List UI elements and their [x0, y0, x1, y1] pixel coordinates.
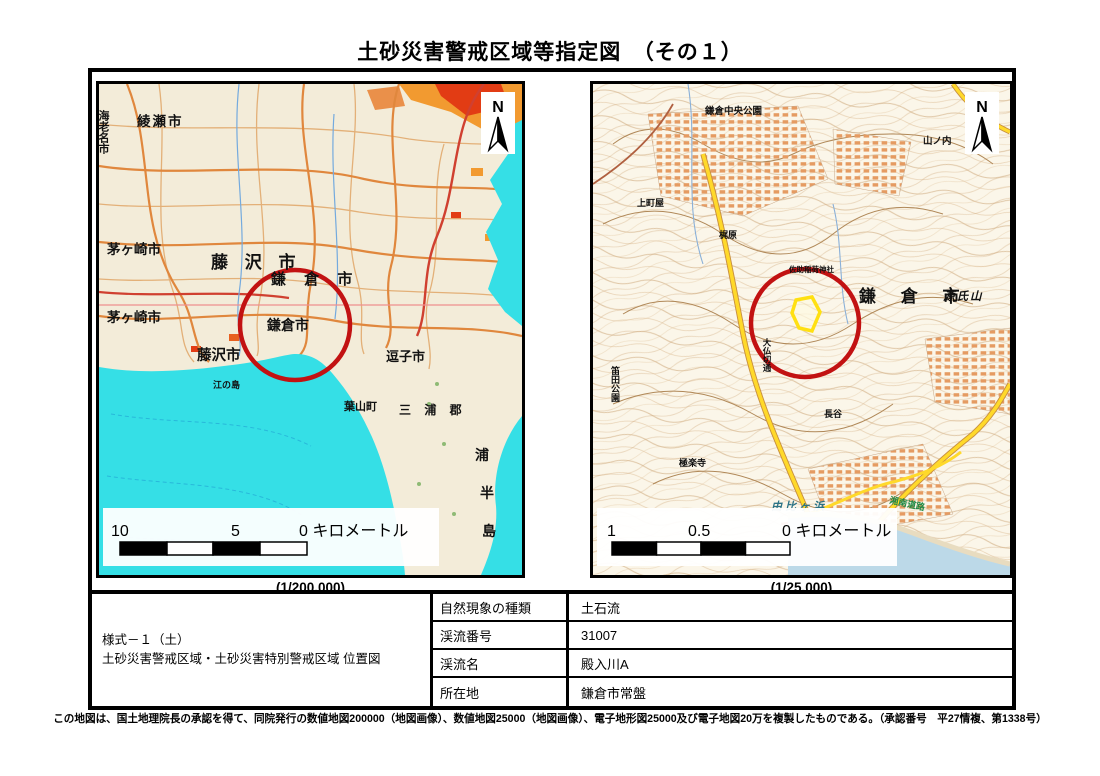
- label-kajiwara: 梶原: [719, 229, 737, 240]
- detail-map-labels: 鎌倉中央公園 山ノ内 梶原 上町屋 笛田公園 佐助稲荷神社 源氏山 鎌 倉 市 …: [610, 105, 984, 513]
- label-miura-gun: 三 浦 郡: [399, 402, 467, 417]
- row-stream-name-value: 殿入川A: [569, 650, 1012, 678]
- label-yamanouchi: 山ノ内: [923, 135, 952, 147]
- form-line2: 土砂災害警戒区域・土砂災害特別警戒区域 位置図: [102, 652, 381, 666]
- overview-map: 海老名市 綾瀬市 茅ヶ崎市 茅ヶ崎市 藤 沢 市 藤沢市 鎌 倉 市 鎌倉市 逗…: [99, 84, 522, 575]
- north-letter: N: [976, 99, 988, 116]
- scale-label-5: 5: [231, 523, 240, 540]
- designated-area-polygon: [790, 295, 822, 334]
- label-daibutsu-kiridoshi: 大仏切通: [762, 337, 772, 373]
- north-letter: N: [492, 99, 504, 116]
- label-miura-3: 島: [482, 523, 496, 539]
- label-fujisawa-s: 藤沢市: [197, 346, 241, 364]
- label-kamachiya: 上町屋: [637, 197, 664, 208]
- north-arrow: N: [965, 92, 999, 154]
- label-chigasaki-n: 茅ヶ崎市: [107, 241, 161, 257]
- row-stream-number-label: 渓流番号: [433, 622, 569, 650]
- info-table: 様式－１（土） 土砂災害警戒区域・土砂災害特別警戒区域 位置図 自然現象の種類 …: [92, 590, 1012, 706]
- label-fujisawa-n: 藤 沢 市: [211, 252, 301, 272]
- label-chuo-park: 鎌倉中央公園: [704, 105, 762, 117]
- map-sheet-frame: 海老名市 綾瀬市 茅ヶ崎市 茅ヶ崎市 藤 沢 市 藤沢市 鎌 倉 市 鎌倉市 逗…: [88, 68, 1016, 710]
- label-gokurakuji: 極楽寺: [678, 457, 706, 468]
- scale-label-10: 10: [111, 523, 129, 540]
- detail-map-panel: 鎌倉中央公園 山ノ内 梶原 上町屋 笛田公園 佐助稲荷神社 源氏山 鎌 倉 市 …: [590, 81, 1013, 578]
- sea-tokyo-bay: [486, 120, 522, 326]
- label-kamakura-circle: 鎌倉市: [266, 317, 309, 333]
- label-hase: 長谷: [824, 408, 843, 419]
- label-ebina: 海老名市: [99, 109, 111, 155]
- detail-map: 鎌倉中央公園 山ノ内 梶原 上町屋 笛田公園 佐助稲荷神社 源氏山 鎌 倉 市 …: [593, 84, 1010, 575]
- north-arrow: N: [481, 92, 515, 154]
- source-attribution: この地図は、国土地理院長の承認を得て、同院発行の数値地図200000（地図画像）…: [53, 713, 1047, 725]
- scale-label-05: 0.5: [688, 523, 710, 540]
- forest-dots: [417, 382, 456, 516]
- form-title-cell: 様式－１（土） 土砂災害警戒区域・土砂災害特別警戒区域 位置図: [92, 594, 433, 706]
- scale-label-0: 0 キロメートル: [299, 523, 408, 540]
- label-sasuke-shrine: 佐助稲荷神社: [788, 264, 834, 274]
- label-chigasaki-s: 茅ヶ崎市: [107, 309, 161, 325]
- label-miura-2: 半: [480, 485, 494, 501]
- label-kamakura-city: 鎌 倉 市: [858, 286, 969, 306]
- row-stream-number-value: 31007: [569, 622, 1012, 650]
- row-location-label: 所在地: [433, 678, 569, 706]
- scale-bar: 10 5 0 キロメートル: [103, 508, 439, 566]
- scale-bar: 1 0.5 0 キロメートル: [597, 508, 897, 566]
- overview-map-labels: 海老名市 綾瀬市 茅ヶ崎市 茅ヶ崎市 藤 沢 市 藤沢市 鎌 倉 市 鎌倉市 逗…: [99, 109, 496, 539]
- location-warning-circle: [237, 267, 353, 383]
- row-location-value: 鎌倉市常盤: [581, 685, 647, 701]
- label-fueda-park: 笛田公園: [610, 365, 621, 403]
- row-stream-name-label: 渓流名: [433, 650, 569, 678]
- label-miura-1: 浦: [475, 447, 489, 463]
- label-enoshima: 江の島: [213, 379, 240, 390]
- label-kamakura-n: 鎌 倉 市: [270, 270, 359, 288]
- scale-label-0: 0 キロメートル: [782, 523, 891, 540]
- label-zushi: 逗子市: [386, 349, 425, 364]
- built-up-areas: [647, 105, 1010, 537]
- overview-map-panel: 海老名市 綾瀬市 茅ヶ崎市 茅ヶ崎市 藤 沢 市 藤沢市 鎌 倉 市 鎌倉市 逗…: [96, 81, 525, 578]
- rivers: [687, 84, 849, 325]
- form-line1: 様式－１（土）: [102, 632, 190, 647]
- label-hayama: 葉山町: [343, 399, 377, 413]
- location-warning-circle: [748, 266, 862, 380]
- label-ayase: 綾瀬市: [137, 113, 184, 129]
- row-phenomenon-label: 自然現象の種類: [433, 594, 569, 622]
- scale-label-1: 1: [607, 523, 616, 540]
- label-genjiyama: 源氏山: [943, 290, 984, 303]
- row-phenomenon-value: 土石流: [569, 594, 1012, 622]
